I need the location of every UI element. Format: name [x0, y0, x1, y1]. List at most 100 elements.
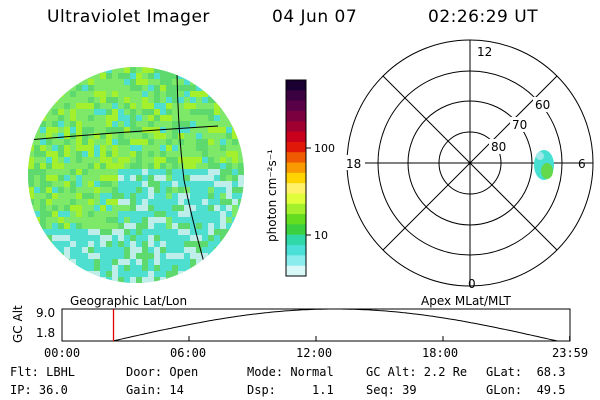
emission-pixel: [130, 175, 136, 181]
emission-pixel: [94, 109, 100, 115]
emission-pixel: [190, 127, 196, 133]
emission-pixel: [64, 163, 70, 169]
emission-pixel: [220, 139, 226, 145]
emission-pixel: [172, 91, 178, 97]
emission-pixel: [76, 115, 82, 121]
emission-pixel: [136, 241, 142, 247]
emission-pixel: [184, 79, 190, 85]
colorbar-label-10: 10: [314, 229, 328, 242]
emission-pixel: [148, 79, 154, 85]
emission-pixel: [208, 151, 214, 157]
emission-pixel: [124, 241, 130, 247]
emission-pixel: [190, 163, 196, 169]
emission-pixel: [220, 133, 226, 139]
emission-pixel: [70, 85, 76, 91]
emission-pixel: [88, 211, 94, 217]
emission-pixel: [52, 211, 58, 217]
emission-pixel: [196, 199, 202, 205]
time-label: 02:26:29 UT: [428, 7, 539, 27]
emission-pixel: [190, 151, 196, 157]
colorbar-label-100: 100: [314, 142, 335, 155]
emission-pixel: [154, 133, 160, 139]
emission-pixel: [166, 223, 172, 229]
colorbar-cell: [286, 255, 306, 267]
altitude-ymax-label: 9.0: [36, 306, 55, 320]
emission-pixel: [238, 187, 244, 193]
emission-pixel: [118, 109, 124, 115]
emission-pixel: [154, 151, 160, 157]
emission-pixel: [100, 169, 106, 175]
emission-pixel: [226, 199, 232, 205]
emission-pixel: [178, 79, 184, 85]
emission-pixel: [226, 181, 232, 187]
emission-pixel: [196, 175, 202, 181]
altitude-ymin-label: 1.8: [36, 326, 55, 340]
emission-pixel: [184, 169, 190, 175]
colorbar-gradient: [286, 80, 306, 277]
emission-pixel: [226, 217, 232, 223]
emission-pixel: [64, 235, 70, 241]
emission-pixel: [112, 271, 118, 277]
emission-pixel: [154, 181, 160, 187]
emission-pixel: [160, 277, 166, 283]
emission-pixel: [46, 175, 52, 181]
emission-pixel: [58, 109, 64, 115]
emission-pixel: [172, 133, 178, 139]
x-tick-label-0000: 00:00: [44, 346, 81, 360]
emission-pixel: [88, 115, 94, 121]
colorbar-frame: [285, 79, 307, 277]
emission-pixel: [40, 151, 46, 157]
emission-pixel: [208, 97, 214, 103]
emission-pixel: [40, 223, 46, 229]
emission-pixel: [46, 211, 52, 217]
emission-pixel: [100, 265, 106, 271]
emission-pixel: [76, 151, 82, 157]
emission-pixel: [70, 115, 76, 121]
emission-pixel: [64, 211, 70, 217]
emission-pixel: [124, 253, 130, 259]
emission-pixel: [196, 211, 202, 217]
emission-pixel: [226, 205, 232, 211]
emission-pixel: [208, 181, 214, 187]
emission-pixel: [118, 193, 124, 199]
emission-pixel: [82, 187, 88, 193]
emission-pixel: [172, 109, 178, 115]
emission-pixel: [70, 217, 76, 223]
emission-pixel: [130, 79, 136, 85]
emission-pixel: [124, 259, 130, 265]
x-tick-label-1800: 18:00: [422, 346, 459, 360]
emission-pixel: [58, 115, 64, 121]
emission-pixel: [148, 277, 154, 283]
emission-pixel: [28, 151, 34, 157]
emission-pixel: [154, 139, 160, 145]
emission-pixel: [82, 169, 88, 175]
emission-pixel: [220, 121, 226, 127]
emission-pixel: [118, 127, 124, 133]
emission-pixel: [136, 145, 142, 151]
emission-pixel: [148, 187, 154, 193]
emission-pixel: [118, 187, 124, 193]
colorbar-cell: [286, 245, 306, 256]
emission-pixel: [142, 187, 148, 193]
emission-pixel: [172, 73, 178, 79]
emission-pixel: [214, 133, 220, 139]
emission-pixel: [160, 241, 166, 247]
emission-pixel: [148, 139, 154, 145]
emission-pixel: [148, 253, 154, 259]
emission-pixel: [34, 205, 40, 211]
emission-pixel: [202, 133, 208, 139]
emission-pixel: [82, 217, 88, 223]
emission-pixel: [148, 169, 154, 175]
emission-pixel: [136, 97, 142, 103]
emission-pixel: [208, 163, 214, 169]
emission-pixel: [94, 193, 100, 199]
emission-pixel: [82, 157, 88, 163]
emission-pixel: [58, 217, 64, 223]
emission-pixel: [70, 139, 76, 145]
emission-pixel: [172, 163, 178, 169]
glat-readout: GLat: 68.3: [486, 365, 566, 379]
emission-pixel: [34, 157, 40, 163]
emission-pixel: [184, 265, 190, 271]
emission-pixel: [112, 157, 118, 163]
emission-pixel: [226, 169, 232, 175]
